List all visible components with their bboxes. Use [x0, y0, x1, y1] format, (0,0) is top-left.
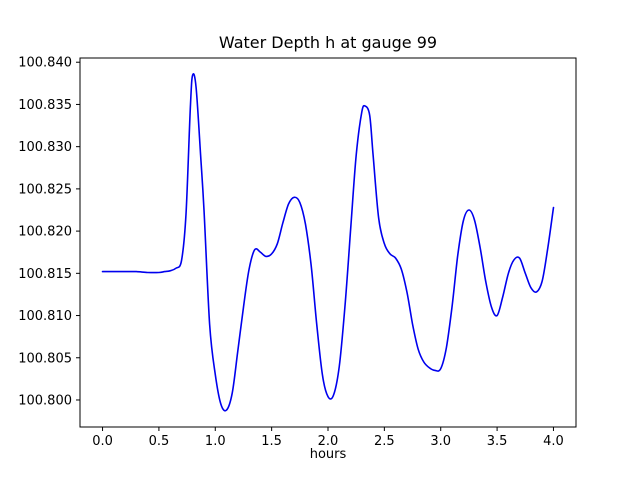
y-tick-label: 100.805 [18, 351, 72, 366]
x-axis-label: hours [309, 447, 347, 462]
y-tick-label: 100.810 [18, 309, 72, 324]
x-tick-label: 1.5 [261, 434, 282, 449]
x-tick-label: 0.0 [92, 434, 113, 449]
chart-title: Water Depth h at gauge 99 [218, 33, 438, 52]
y-tick-label: 100.835 [18, 98, 72, 113]
y-tick-label: 100.840 [18, 56, 72, 71]
y-tick-label: 100.820 [18, 225, 72, 240]
x-tick-label: 4.0 [543, 434, 564, 449]
water-depth-line [101, 73, 555, 412]
x-tick-label: 3.5 [487, 434, 508, 449]
x-tick-label: 2.0 [318, 434, 339, 449]
y-tick-label: 100.830 [18, 140, 72, 155]
x-tick-label: 0.5 [149, 434, 170, 449]
x-tick-label: 3.0 [430, 434, 451, 449]
x-tick-label: 2.5 [374, 434, 395, 449]
y-tick-label: 100.800 [18, 393, 72, 408]
x-tick-label: 1.0 [205, 434, 226, 449]
axes-spines [79, 57, 577, 428]
y-tick-label: 100.815 [18, 267, 72, 282]
y-tick-label: 100.825 [18, 182, 72, 197]
